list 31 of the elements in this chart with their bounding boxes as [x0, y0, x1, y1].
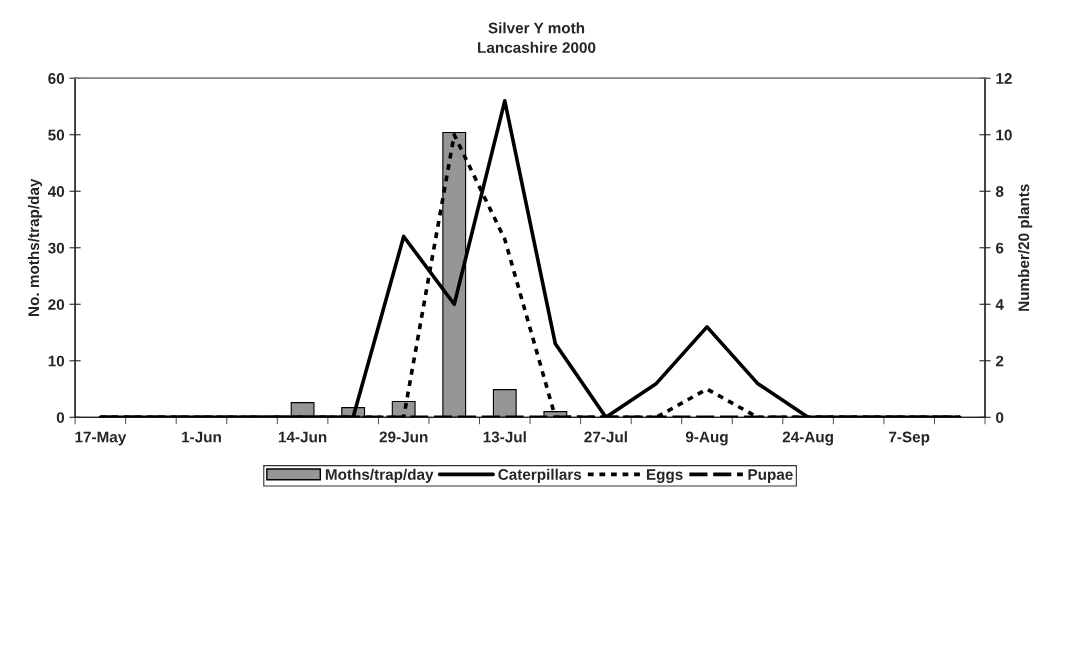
- y-tick-label: 10: [48, 355, 65, 367]
- y-axis-title: No. moths/trap/day: [27, 178, 43, 316]
- y2-tick-label: 2: [995, 355, 1004, 367]
- x-tick-label: 1-Jun: [182, 431, 221, 443]
- y-tick-label: 50: [48, 129, 65, 141]
- legend-label: Moths/trap/day: [325, 468, 434, 483]
- y2-tick-label: 8: [995, 186, 1004, 197]
- legend-label: Caterpillars: [498, 468, 582, 483]
- legend-label: Pupae: [748, 469, 793, 483]
- y2-tick-label: 10: [996, 129, 1012, 141]
- x-tick-label: 29-Jun: [379, 431, 428, 443]
- x-tick-label: 13-Jul: [483, 431, 526, 443]
- x-tick-label: 24-Aug: [782, 431, 833, 446]
- chart-title: Silver Y moth: [488, 22, 585, 34]
- y2-tick-label: 0: [996, 412, 1004, 423]
- y2-tick-label: 12: [996, 73, 1012, 84]
- y2-tick-label: 4: [995, 299, 1004, 310]
- y-tick-label: 40: [47, 186, 65, 197]
- y-tick-label: 20: [48, 299, 65, 310]
- y2-tick-label: 6: [995, 242, 1004, 254]
- y-tick-label: 0: [56, 412, 65, 423]
- y2-axis-title: Number/20 plants: [1017, 184, 1033, 311]
- x-tick-label: 17-May: [75, 431, 127, 446]
- x-tick-label: 9-Aug: [685, 431, 728, 446]
- x-tick-label: 7-Sep: [889, 431, 930, 446]
- y-tick-label: 60: [48, 73, 65, 84]
- x-tick-label: 27-Jul: [584, 431, 627, 443]
- y-tick-label: 30: [48, 242, 65, 254]
- legend-label: Eggs: [646, 469, 683, 483]
- chart-subtitle: Lancashire 2000: [478, 41, 596, 53]
- x-tick-label: 14-Jun: [278, 431, 327, 443]
